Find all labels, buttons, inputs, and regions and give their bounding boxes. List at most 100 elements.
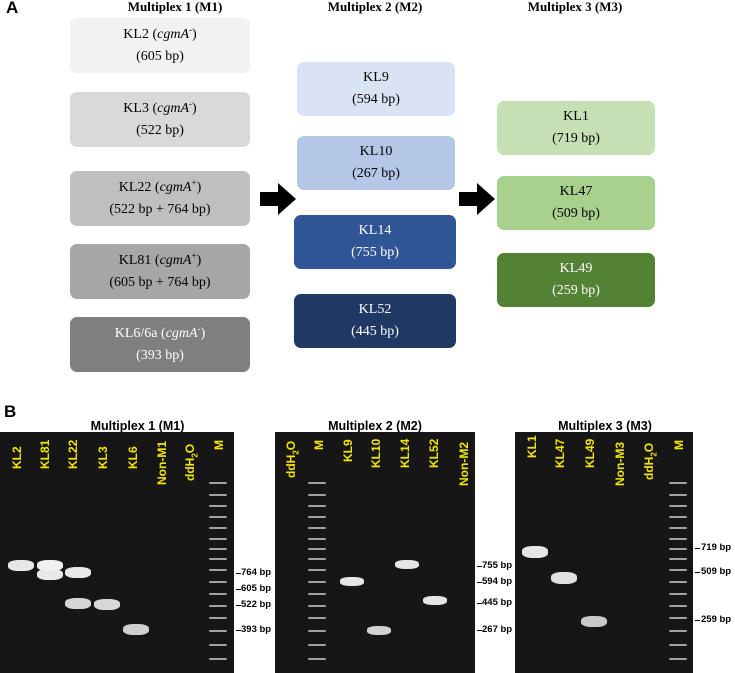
ladder-band bbox=[209, 494, 227, 496]
lane-label: Non-M3 bbox=[613, 442, 627, 486]
lane-label: M bbox=[672, 440, 686, 450]
ladder-band bbox=[308, 569, 326, 571]
ladder-band bbox=[209, 644, 227, 646]
band-kl9 bbox=[340, 577, 364, 586]
marker-label-764: 764 bp bbox=[241, 567, 272, 578]
band-kl81-upper bbox=[37, 569, 63, 580]
lane-label: ddH2O bbox=[183, 443, 200, 481]
marker-tick bbox=[236, 630, 241, 631]
ladder-band bbox=[308, 644, 326, 646]
m2-box-kl14: KL14 (755 bp) bbox=[294, 215, 456, 269]
ladder-band bbox=[209, 617, 227, 619]
marker-tick bbox=[695, 548, 700, 549]
m2-box-kl9: KL9 (594 bp) bbox=[297, 62, 455, 116]
lane-label: Non-M1 bbox=[155, 441, 169, 485]
band-kl2 bbox=[8, 560, 34, 571]
ladder-band bbox=[209, 630, 227, 632]
ladder-band bbox=[669, 494, 687, 496]
marker-tick bbox=[477, 582, 482, 583]
marker-label-522: 522 bp bbox=[241, 599, 272, 610]
ladder-band bbox=[308, 658, 326, 660]
ladder-band bbox=[209, 593, 227, 595]
band-kl6 bbox=[123, 624, 149, 635]
marker-label-445: 445 bp bbox=[482, 597, 513, 608]
marker-tick bbox=[236, 589, 241, 590]
lane-label: ddH2O bbox=[642, 442, 659, 480]
m2-box-kl10: KL10 (267 bp) bbox=[297, 136, 455, 190]
ladder-band bbox=[308, 527, 326, 529]
ladder-band bbox=[669, 593, 687, 595]
m1-column-title: Multiplex 1 (M1) bbox=[127, 0, 223, 14]
band-kl52 bbox=[423, 596, 447, 605]
lane-label: KL9 bbox=[341, 439, 355, 462]
lane-label: M bbox=[312, 440, 326, 450]
ladder-band bbox=[669, 617, 687, 619]
ladder-band bbox=[669, 605, 687, 607]
marker-label-259: 259 bp bbox=[701, 614, 732, 625]
gel-image-m2: ddH2O M KL9 KL10 KL14 KL52 Non-M2 bbox=[275, 432, 475, 673]
m3-box-kl1: KL1 (719 bp) bbox=[497, 101, 655, 155]
panel-a-letter: A bbox=[6, 0, 19, 17]
ladder-band bbox=[669, 581, 687, 583]
ladder-band bbox=[308, 593, 326, 595]
ladder-band bbox=[308, 617, 326, 619]
lane-label: KL81 bbox=[38, 439, 52, 469]
lane-label: KL49 bbox=[583, 438, 597, 468]
gel-image-m1: KL2 KL81 KL22 KL3 KL6 Non-M1 ddH2O M bbox=[0, 432, 234, 673]
lane-label: KL1 bbox=[525, 435, 539, 458]
marker-tick bbox=[477, 603, 482, 604]
ladder-band bbox=[308, 558, 326, 560]
ladder-band bbox=[669, 505, 687, 507]
m1-box-kl6: KL6/6a (cgmA-) (393 bp) bbox=[70, 317, 250, 372]
ladder-band bbox=[308, 581, 326, 583]
arrow-right-icon bbox=[260, 183, 296, 215]
ladder-band bbox=[669, 548, 687, 550]
lane-label: KL10 bbox=[369, 438, 383, 468]
band-kl14 bbox=[395, 560, 419, 569]
ladder-band bbox=[209, 505, 227, 507]
ladder-band bbox=[669, 527, 687, 529]
lane-label: KL14 bbox=[398, 438, 412, 468]
ladder-band bbox=[209, 558, 227, 560]
lane-label: KL3 bbox=[96, 446, 110, 469]
band-kl47 bbox=[551, 572, 577, 584]
marker-tick bbox=[477, 566, 482, 567]
marker-label-755: 755 bp bbox=[482, 560, 513, 571]
ladder-band bbox=[209, 548, 227, 550]
marker-tick bbox=[695, 572, 700, 573]
lane-label: M bbox=[212, 440, 226, 450]
marker-tick bbox=[695, 620, 700, 621]
band-kl22-upper bbox=[65, 567, 91, 578]
panel-b-letter: B bbox=[4, 402, 17, 421]
ladder-band bbox=[669, 644, 687, 646]
ladder-band bbox=[308, 630, 326, 632]
band-kl3 bbox=[94, 599, 120, 610]
gel-image-m3: KL1 KL47 KL49 Non-M3 ddH2O M bbox=[515, 432, 693, 673]
ladder-band bbox=[209, 605, 227, 607]
ladder-band bbox=[669, 569, 687, 571]
lane-label: KL47 bbox=[553, 438, 567, 468]
marker-label-719: 719 bp bbox=[701, 542, 732, 553]
ladder-band bbox=[308, 605, 326, 607]
marker-tick bbox=[236, 605, 241, 606]
gel-m2-title: Multiplex 2 (M2) bbox=[328, 419, 422, 433]
ladder-band bbox=[669, 658, 687, 660]
ladder-band bbox=[308, 548, 326, 550]
gel-m3-title: Multiplex 3 (M3) bbox=[558, 419, 652, 433]
marker-tick bbox=[477, 630, 482, 631]
ladder-band bbox=[669, 538, 687, 540]
band-kl81-lower bbox=[37, 560, 63, 571]
ladder-band bbox=[669, 516, 687, 518]
band-kl22-lower bbox=[65, 598, 91, 609]
lane-label: KL6 bbox=[126, 446, 140, 469]
band-kl1 bbox=[522, 546, 548, 558]
marker-tick bbox=[236, 573, 241, 574]
ladder-band bbox=[669, 482, 687, 484]
ladder-band bbox=[209, 482, 227, 484]
m3-column-title: Multiplex 3 (M3) bbox=[527, 0, 623, 14]
marker-label-393: 393 bp bbox=[241, 624, 272, 635]
ladder-band bbox=[308, 482, 326, 484]
band-kl49 bbox=[581, 616, 607, 627]
ladder-band bbox=[308, 505, 326, 507]
marker-label-509: 509 bp bbox=[701, 566, 732, 577]
